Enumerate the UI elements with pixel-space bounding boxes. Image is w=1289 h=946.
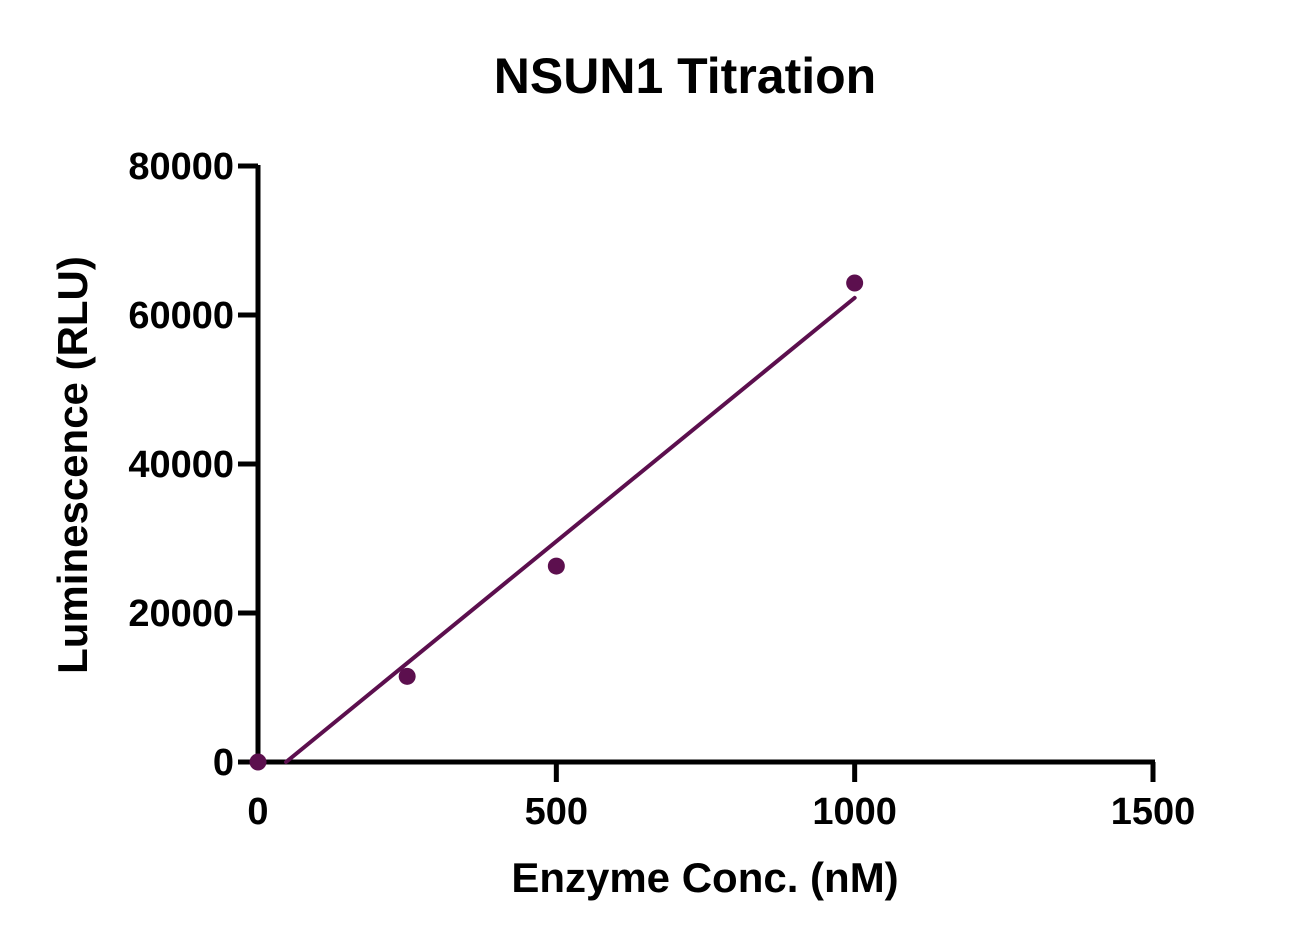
y-axis-label: Luminescence (RLU) <box>49 256 96 674</box>
data-point <box>398 667 416 685</box>
y-tick-label: 60000 <box>128 295 234 337</box>
x-axis-ticks: 0 500 1000 1500 <box>247 762 1195 833</box>
data-point <box>547 557 565 575</box>
data-point <box>249 753 267 771</box>
fit-line <box>284 295 857 764</box>
x-tick-label: 0 <box>247 791 268 833</box>
y-axis-ticks: 0 20000 40000 60000 80000 <box>128 146 258 784</box>
y-tick-label: 80000 <box>128 146 234 188</box>
data-point <box>846 274 864 292</box>
data-points <box>249 274 864 771</box>
chart-title: NSUN1 Titration <box>494 48 876 104</box>
y-tick-label: 40000 <box>128 444 234 486</box>
x-tick-label: 1000 <box>812 791 897 833</box>
x-tick-label: 500 <box>525 791 588 833</box>
plot-area: 0 20000 40000 60000 80000 0 500 1000 1500 <box>128 146 1195 833</box>
x-tick-label: 1500 <box>1111 791 1196 833</box>
y-tick-label: 20000 <box>128 593 234 635</box>
x-axis-label: Enzyme Conc. (nM) <box>511 854 898 901</box>
fit-line-layer <box>284 295 857 764</box>
y-tick-label: 0 <box>213 742 234 784</box>
